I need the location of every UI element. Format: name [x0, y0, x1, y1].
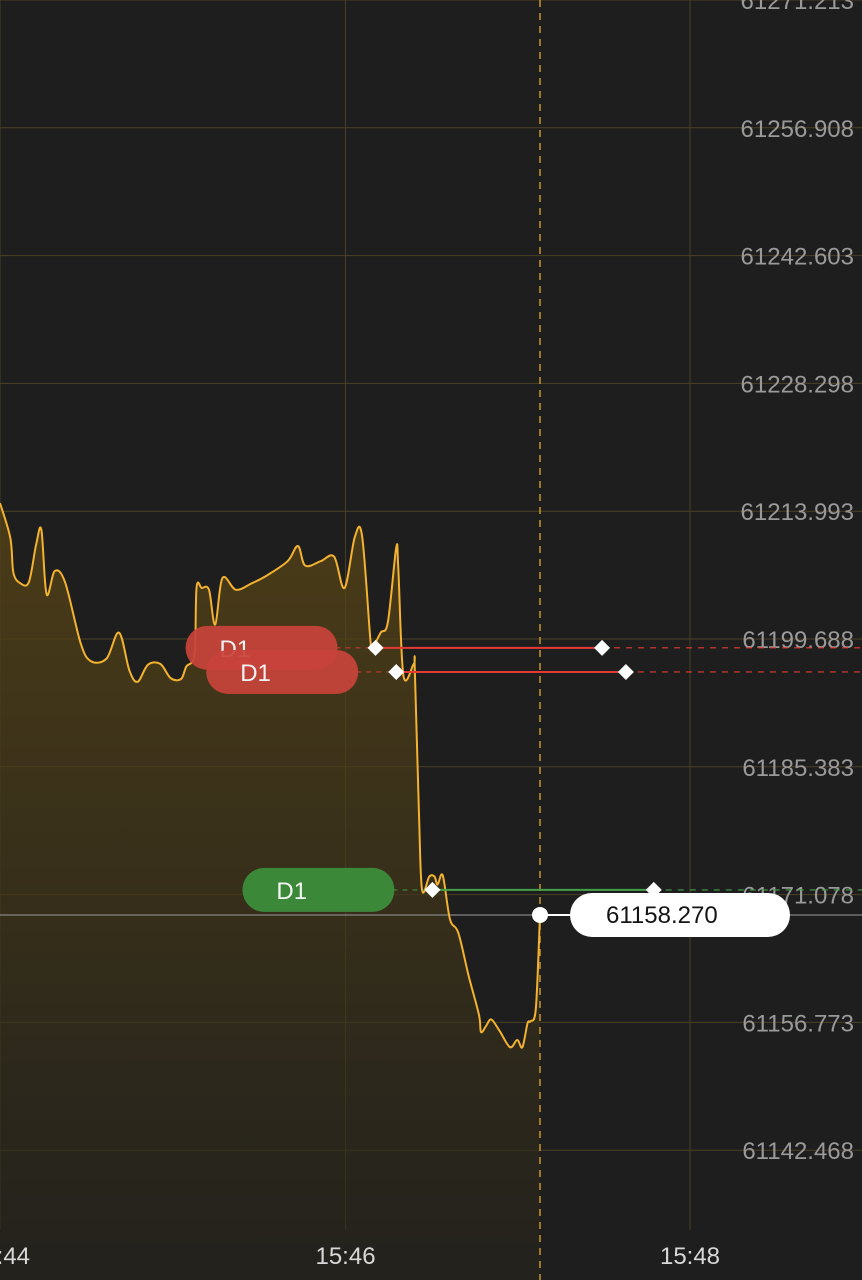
trade-diamond-marker	[388, 663, 405, 680]
trade-pill	[206, 649, 359, 694]
x-tick-label: 15:44	[0, 1243, 30, 1270]
trade-diamond-marker	[424, 881, 441, 898]
trade-label: D1	[240, 660, 271, 687]
y-tick-label: 61242.603	[741, 244, 854, 271]
y-tick-label: 61199.688	[742, 627, 854, 654]
trade-marker-3: D1	[242, 867, 862, 912]
x-tick-label: 15:46	[315, 1243, 375, 1270]
price-badge-label: 61158.270	[606, 902, 718, 929]
x-axis-labels: 15:44 15:46 15:48	[0, 1243, 720, 1270]
price-badge	[570, 892, 790, 937]
price-line	[0, 502, 541, 1049]
y-tick-label: 61142.468	[742, 1138, 854, 1165]
y-tick-label: 61256.908	[741, 116, 854, 143]
y-tick-label: 61213.993	[741, 499, 854, 526]
trade-marker-2: D1	[206, 649, 862, 694]
trade-diamond-marker	[617, 663, 634, 680]
trade-diamond-marker	[594, 639, 611, 656]
current-price-indicator: 61158.270	[532, 892, 790, 937]
trade-diamond-marker	[367, 639, 384, 656]
y-tick-label: 61228.298	[741, 371, 854, 398]
current-price-dot	[532, 906, 548, 923]
y-tick-label: 61156.773	[742, 1010, 854, 1037]
trade-label: D1	[276, 878, 307, 905]
y-tick-label: 61271.213	[741, 0, 854, 15]
x-tick-label: 15:48	[660, 1243, 720, 1270]
trade-pill	[242, 867, 395, 912]
y-tick-label: 61185.383	[742, 755, 854, 782]
